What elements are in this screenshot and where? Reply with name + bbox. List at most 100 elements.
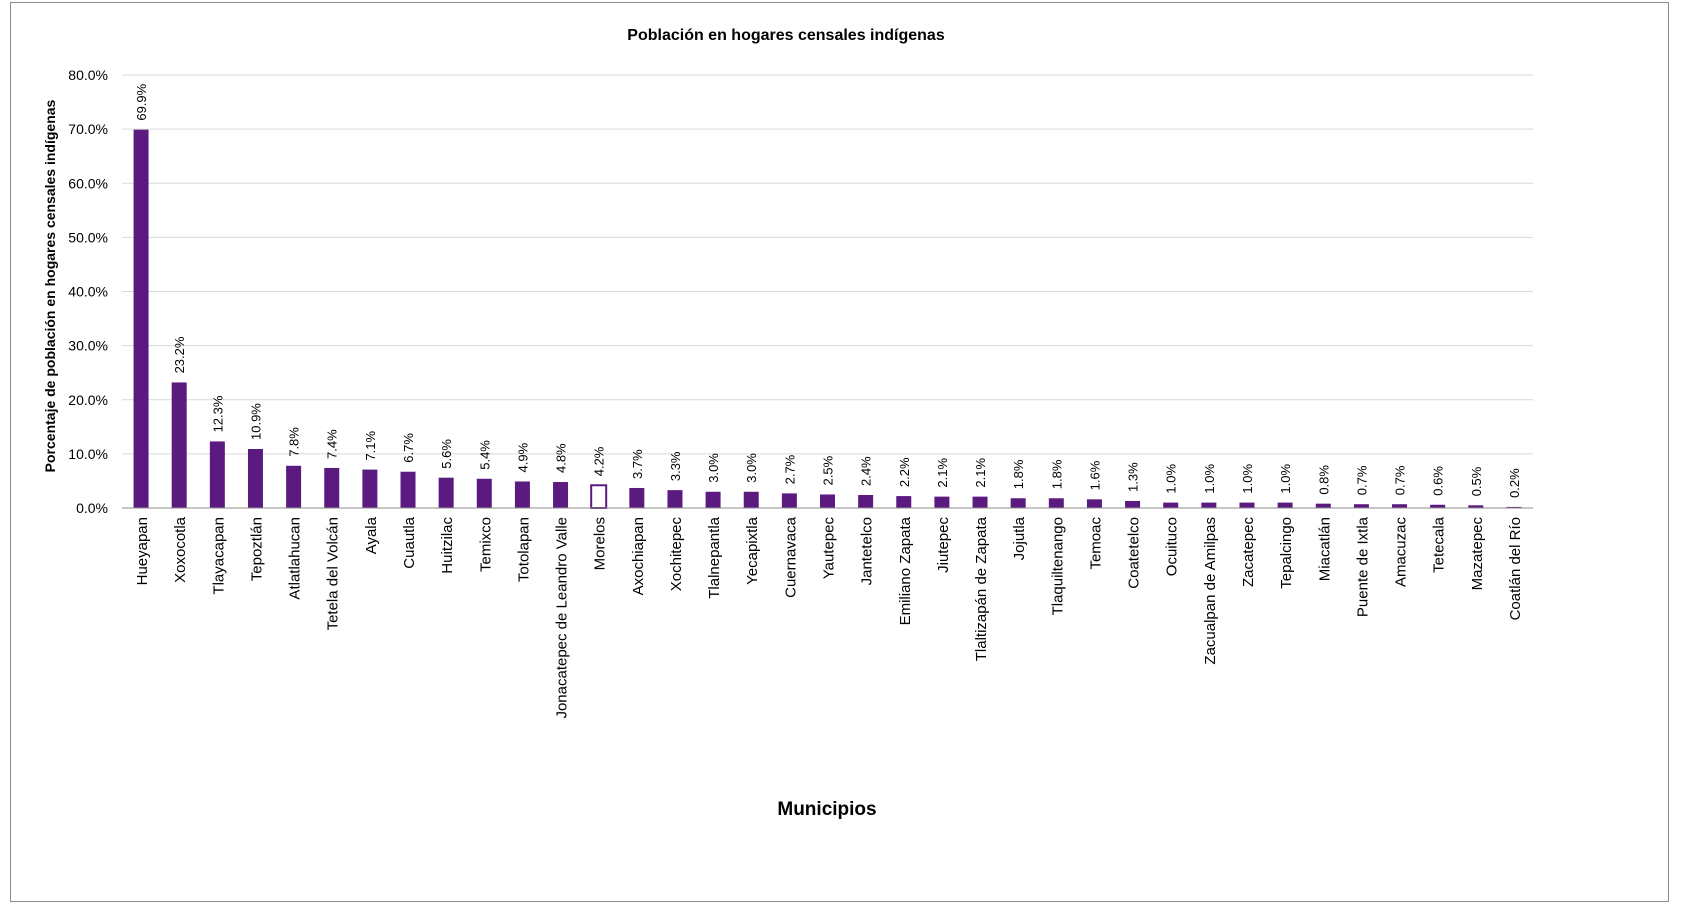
- x-category-label: Cuautla: [401, 516, 418, 568]
- x-category-label: Zacatepec: [1240, 517, 1257, 588]
- x-category-label: Tepoztlán: [248, 517, 265, 581]
- x-category-label: Puente de Ixtla: [1354, 516, 1371, 617]
- data-label: 3.0%: [706, 453, 721, 483]
- data-label: 1.0%: [1240, 464, 1255, 494]
- x-category-label: Morelos: [592, 517, 609, 570]
- data-label: 6.7%: [401, 433, 416, 463]
- data-label: 1.6%: [1087, 460, 1102, 490]
- data-label: 4.8%: [554, 443, 569, 473]
- x-category-label: Jojutla: [1011, 516, 1028, 560]
- bar: [896, 496, 912, 508]
- bar: [743, 491, 759, 508]
- x-category-label: Ocuituco: [1164, 517, 1181, 576]
- bar: [1201, 502, 1217, 508]
- x-category-label: Tlaquiltenango: [1049, 517, 1066, 615]
- data-label: 2.4%: [859, 456, 874, 486]
- data-label: 5.4%: [477, 440, 492, 470]
- data-label: 7.8%: [287, 427, 302, 457]
- x-category-label: Zacualpan de Amilpas: [1202, 517, 1219, 665]
- data-label: 2.1%: [973, 458, 988, 488]
- data-labels: 69.9% 23.2% 12.3% 10.9% 7.8% 7.4% 7.1% 6.7% 5.6%…: [134, 83, 1522, 498]
- bar: [247, 449, 263, 508]
- data-label: 5.6%: [439, 439, 454, 469]
- x-category-label: Tetecala: [1431, 516, 1448, 573]
- data-label: 69.9%: [134, 83, 149, 120]
- data-label: 2.1%: [935, 458, 950, 488]
- data-label: 1.3%: [1126, 462, 1141, 492]
- data-label: 3.0%: [744, 453, 759, 483]
- data-label: 7.4%: [325, 429, 340, 459]
- bar: [1048, 498, 1064, 508]
- bar: [476, 478, 492, 508]
- bar: [590, 484, 608, 509]
- bar: [133, 129, 149, 508]
- chart-title: Población en hogares censales indígenas: [627, 27, 945, 44]
- bar: [629, 487, 645, 508]
- bar: [553, 482, 569, 508]
- data-label: 1.0%: [1164, 464, 1179, 494]
- x-category-label: Xochitepec: [668, 517, 685, 592]
- bar-chart: Población en hogares censales indígenas …: [42, 27, 1533, 820]
- bar: [400, 471, 416, 508]
- bar: [1468, 505, 1484, 508]
- bar: [705, 491, 721, 508]
- x-category-label: Mazatepec: [1469, 517, 1486, 591]
- bar: [934, 496, 950, 508]
- bars: [133, 129, 1522, 509]
- y-tick-label: 30.0%: [68, 338, 108, 354]
- data-label: 2.5%: [821, 455, 836, 485]
- x-category-label: Tlaltizapán de Zapata: [973, 516, 990, 661]
- data-label: 0.7%: [1354, 465, 1369, 495]
- x-category-label: Yautepec: [821, 517, 838, 580]
- x-category-label: Temoac: [1087, 517, 1104, 570]
- x-category-label: Amacuzac: [1393, 517, 1410, 588]
- x-category-label: Tetela del Volcán: [325, 517, 342, 630]
- data-label: 1.8%: [1049, 459, 1064, 489]
- bar: [286, 465, 302, 508]
- bar: [1392, 504, 1408, 508]
- bar: [781, 493, 797, 508]
- data-label: 2.7%: [782, 454, 797, 484]
- bar: [1430, 504, 1446, 508]
- x-category-label: Emiliano Zapata: [897, 516, 914, 625]
- bar: [324, 467, 340, 508]
- x-category-label: Atlatlahucan: [287, 517, 304, 600]
- x-category-label: Ayala: [363, 516, 380, 554]
- bar: [1163, 502, 1179, 508]
- x-category-label: Miacatlán: [1316, 517, 1333, 581]
- x-category-label: Totolapan: [515, 517, 532, 582]
- x-category-label: Yecapixtla: [744, 516, 761, 584]
- data-label: 0.8%: [1316, 465, 1331, 495]
- x-category-label: Huitzilac: [439, 517, 456, 574]
- bar: [514, 481, 530, 508]
- bar: [1506, 506, 1522, 508]
- x-category-label: Xoxocotla: [172, 516, 189, 583]
- x-category-label: Coatetelco: [1126, 517, 1143, 589]
- data-label: 4.9%: [515, 442, 530, 472]
- data-label: 4.2%: [592, 446, 607, 476]
- bar: [1086, 499, 1102, 508]
- x-category-label: Jonacatepec de Leandro Valle: [554, 517, 571, 719]
- data-label: 0.6%: [1431, 466, 1446, 496]
- x-category-label: Hueyapan: [134, 517, 151, 585]
- x-category-label: Jantetelco: [859, 517, 876, 585]
- bar: [972, 496, 988, 508]
- y-tick-label: 50.0%: [68, 229, 108, 245]
- data-label: 3.7%: [630, 449, 645, 479]
- data-label: 0.5%: [1469, 466, 1484, 496]
- bar: [171, 382, 187, 508]
- data-label: 2.2%: [897, 457, 912, 487]
- x-category-label: Tlayacapan: [210, 517, 227, 595]
- x-axis-categories: Hueyapan Xoxocotla Tlayacapan Tepoztlán Atla…: [134, 516, 1524, 718]
- x-category-label: Temixco: [477, 517, 494, 572]
- data-label: 10.9%: [248, 403, 263, 440]
- x-category-label: Axochiapan: [630, 517, 647, 595]
- x-category-label: Coatlán del Río: [1507, 517, 1524, 620]
- y-tick-label: 20.0%: [68, 392, 108, 408]
- data-label: 3.3%: [668, 451, 683, 481]
- x-category-label: Tepalcingo: [1278, 517, 1295, 589]
- data-label: 0.7%: [1393, 465, 1408, 495]
- data-label: 0.2%: [1507, 468, 1522, 498]
- x-category-label: Cuernavaca: [782, 516, 799, 598]
- bar: [1239, 502, 1255, 508]
